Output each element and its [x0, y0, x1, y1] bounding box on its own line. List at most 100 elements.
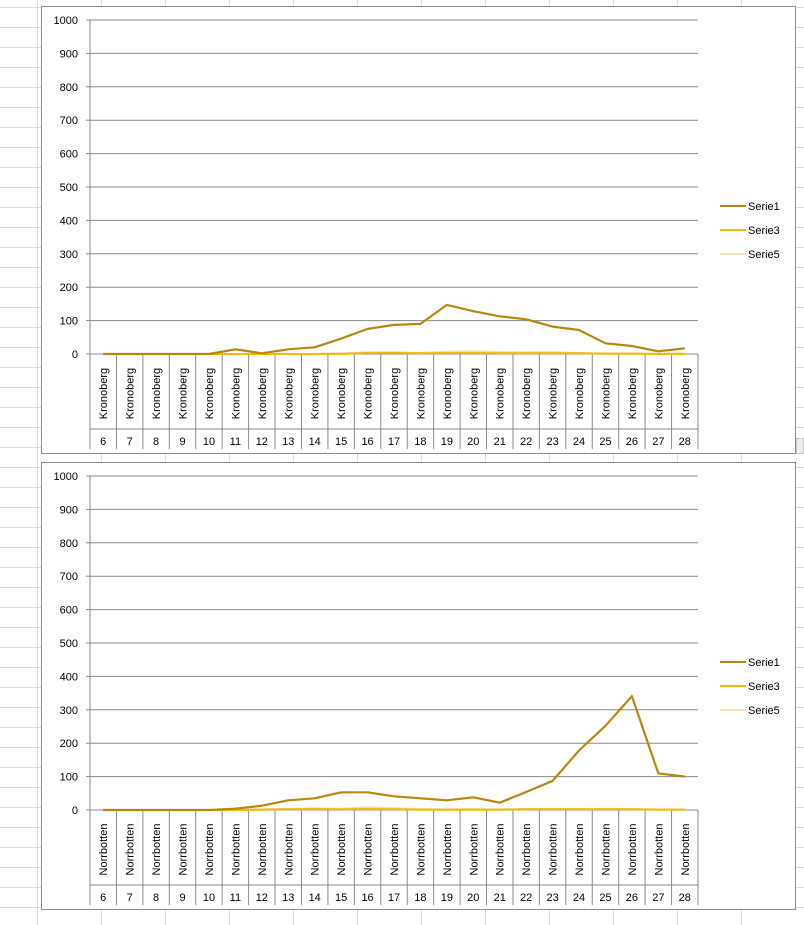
week-label: 10	[203, 436, 215, 448]
category-label: Kronoberg	[680, 368, 692, 419]
chart-svg: 0 100 200 300 400 500 600 700 800 900 1000 Kronober…	[54, 15, 780, 449]
chart-norrbotten[interactable]: 0 100 200 300 400 500 600 700 800 900 1000 Norrbott…	[41, 462, 796, 910]
category-label: Kronoberg	[283, 368, 295, 419]
y-tick-label: 0	[72, 349, 78, 361]
week-label: 19	[441, 436, 453, 448]
category-label: Norrbotten	[468, 824, 480, 876]
category-label: Norrbotten	[653, 824, 665, 876]
category-label: Norrbotten	[336, 824, 348, 876]
category-label: Norrbotten	[389, 824, 401, 876]
y-tick-label: 200	[60, 738, 78, 750]
scrollbar-handle[interactable]	[796, 438, 804, 454]
category-label: Norrbotten	[442, 824, 454, 876]
y-tick-label: 100	[60, 316, 78, 328]
legend-label: Serie3	[748, 681, 780, 693]
week-label: 6	[100, 436, 106, 448]
category-label: Norrbotten	[627, 824, 639, 876]
week-label: 28	[679, 436, 691, 448]
y-tick-label: 800	[60, 538, 78, 550]
week-label: 23	[546, 892, 558, 904]
week-label: 6	[100, 892, 106, 904]
legend-label: Serie5	[748, 249, 780, 261]
week-label: 20	[467, 892, 479, 904]
week-label: 8	[153, 892, 159, 904]
y-tick-label: 600	[60, 149, 78, 161]
week-label: 9	[179, 436, 185, 448]
week-label: 13	[282, 892, 294, 904]
category-label: Norrbotten	[310, 824, 322, 876]
y-tick-label: 1000	[54, 471, 78, 483]
week-label: 24	[573, 892, 585, 904]
category-label: Norrbotten	[521, 824, 533, 876]
week-label: 20	[467, 436, 479, 448]
series-line-serie1	[103, 695, 685, 812]
week-label: 24	[573, 436, 585, 448]
category-label: Norrbotten	[178, 824, 190, 876]
week-label: 12	[256, 892, 268, 904]
legend-label: Serie1	[748, 657, 780, 669]
y-tick-label: 0	[72, 805, 78, 817]
series-line-serie1	[103, 303, 685, 356]
category-label: Kronoberg	[653, 368, 665, 419]
y-tick-label: 1000	[54, 15, 78, 27]
week-label: 14	[309, 892, 321, 904]
category-label: Kronoberg	[204, 368, 216, 419]
chart-kronoberg[interactable]: 0 100 200 300 400 500 600 700 800 900 1000 Kronober…	[41, 6, 796, 454]
week-label: 25	[599, 436, 611, 448]
category-label: Kronoberg	[521, 368, 533, 419]
week-label: 18	[414, 892, 426, 904]
category-label: Kronoberg	[98, 368, 110, 419]
week-label: 26	[626, 892, 638, 904]
category-label: Kronoberg	[336, 368, 348, 419]
category-label: Kronoberg	[363, 368, 375, 419]
legend-label: Serie1	[748, 201, 780, 213]
category-label: Norrbotten	[257, 824, 269, 876]
category-label: Norrbotten	[415, 824, 427, 876]
category-label: Kronoberg	[574, 368, 586, 419]
chart-svg: 0 100 200 300 400 500 600 700 800 900 1000 Norrbott…	[54, 471, 780, 905]
category-label: Kronoberg	[389, 368, 401, 419]
week-label: 28	[679, 892, 691, 904]
category-label: Norrbotten	[98, 824, 110, 876]
category-label: Kronoberg	[600, 368, 612, 419]
week-label: 21	[494, 436, 506, 448]
category-label: Norrbotten	[363, 824, 375, 876]
category-label: Norrbotten	[495, 824, 507, 876]
y-tick-label: 300	[60, 249, 78, 261]
week-label: 23	[546, 436, 558, 448]
week-label: 22	[520, 892, 532, 904]
y-tick-label: 900	[60, 48, 78, 60]
week-label: 7	[127, 892, 133, 904]
category-label: Kronoberg	[151, 368, 163, 419]
category-label: Norrbotten	[574, 824, 586, 876]
category-label: Kronoberg	[257, 368, 269, 419]
week-label: 21	[494, 892, 506, 904]
legend-label: Serie5	[748, 705, 780, 717]
week-label: 22	[520, 436, 532, 448]
y-tick-label: 500	[60, 638, 78, 650]
category-label: Norrbotten	[548, 824, 560, 876]
y-tick-label: 800	[60, 82, 78, 94]
category-label: Norrbotten	[125, 824, 137, 876]
y-tick-label: 500	[60, 182, 78, 194]
category-label: Kronoberg	[627, 368, 639, 419]
week-label: 15	[335, 892, 347, 904]
category-label: Norrbotten	[151, 824, 163, 876]
y-tick-label: 900	[60, 504, 78, 516]
week-label: 27	[652, 892, 664, 904]
week-label: 19	[441, 892, 453, 904]
category-label: Kronoberg	[548, 368, 560, 419]
category-label: Norrbotten	[204, 824, 216, 876]
category-label: Kronoberg	[178, 368, 190, 419]
category-label: Kronoberg	[125, 368, 137, 419]
legend-label: Serie3	[748, 225, 780, 237]
category-label: Kronoberg	[468, 368, 480, 419]
week-label: 13	[282, 436, 294, 448]
week-label: 8	[153, 436, 159, 448]
week-label: 14	[309, 436, 321, 448]
week-label: 7	[127, 436, 133, 448]
week-label: 9	[179, 892, 185, 904]
y-tick-label: 200	[60, 282, 78, 294]
week-label: 25	[599, 892, 611, 904]
category-label: Kronoberg	[442, 368, 454, 419]
